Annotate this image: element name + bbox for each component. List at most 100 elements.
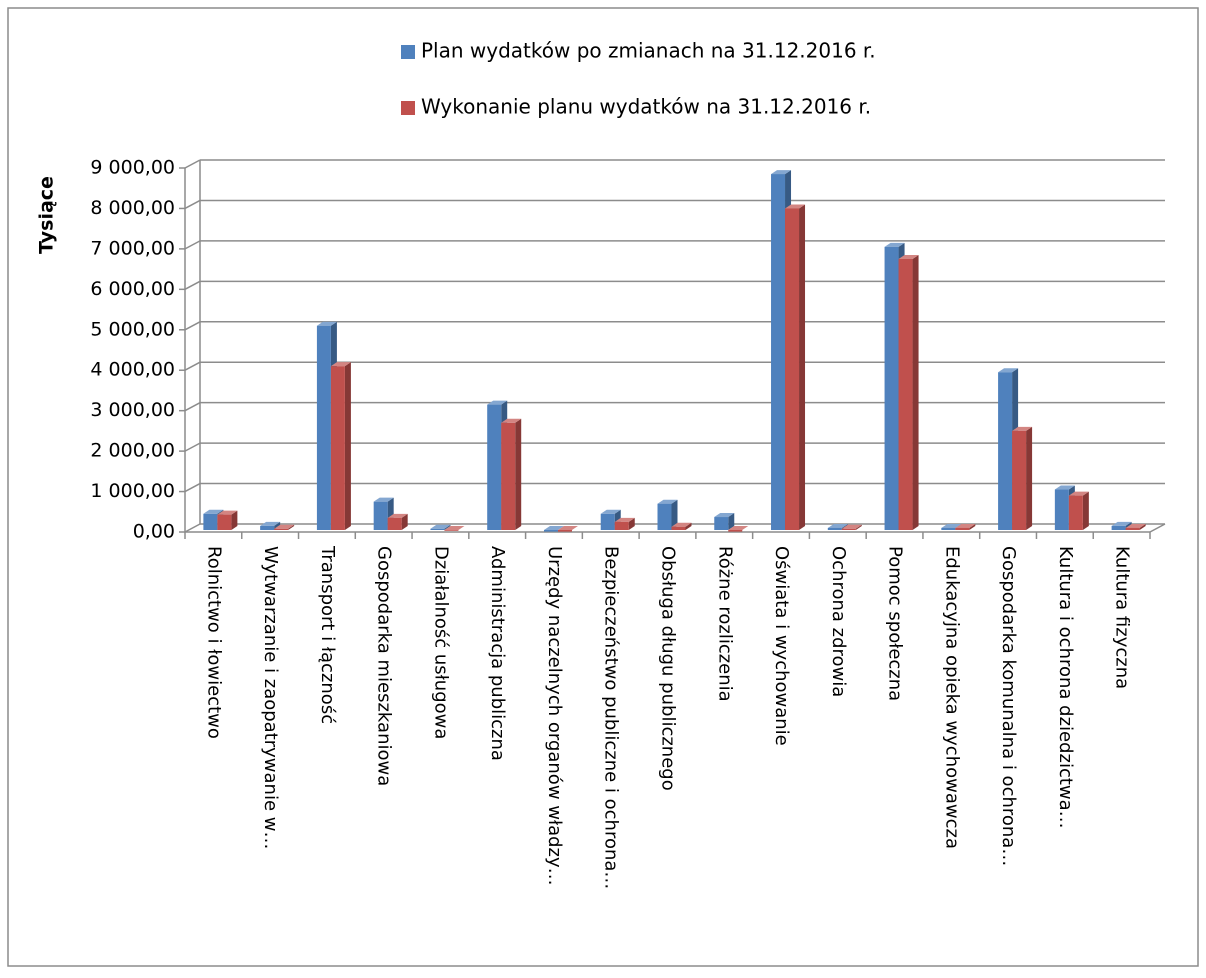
- bar-top: [430, 524, 451, 529]
- bar-side: [969, 523, 976, 530]
- bar-top: [1111, 521, 1132, 526]
- bar: [614, 521, 629, 530]
- grid-line-side: [184, 199, 201, 210]
- bar-top: [941, 523, 962, 528]
- bar-side: [671, 499, 678, 530]
- y-tick-label: 6 000,00: [90, 278, 175, 300]
- bar: [1125, 527, 1140, 530]
- bar-top: [785, 204, 806, 209]
- bar: [487, 404, 502, 530]
- x-tick-label: Oświata i wychowanie: [771, 546, 792, 746]
- bar-top: [557, 526, 578, 530]
- y-tick-label: 1 000,00: [90, 480, 175, 502]
- grid-line-side: [184, 159, 201, 169]
- grid-line-side: [184, 482, 201, 493]
- x-tick-label: Gospodarka komunalna i ochrona…: [998, 546, 1019, 866]
- bar: [785, 208, 800, 530]
- bar-side: [685, 522, 692, 530]
- y-tick-label: 4 000,00: [90, 359, 175, 381]
- bar: [998, 372, 1013, 530]
- y-tick-label: 2 000,00: [90, 440, 175, 462]
- bar-side: [912, 255, 919, 530]
- x-tick-label: Urzędy naczelnych organów władzy…: [544, 546, 565, 886]
- bar-top: [501, 418, 522, 423]
- bar-top: [771, 170, 792, 175]
- bar-side: [444, 524, 451, 530]
- bar-top: [274, 524, 295, 529]
- bar-side: [515, 418, 522, 530]
- bar: [728, 530, 743, 532]
- legend-swatch: [401, 101, 415, 115]
- bar: [827, 527, 842, 530]
- bar: [217, 514, 232, 530]
- bar-top: [657, 499, 678, 504]
- grid-line-side: [184, 240, 201, 250]
- bar: [316, 325, 331, 530]
- x-tick-label: Bezpieczeństwo publiczne i ochrona…: [601, 546, 622, 889]
- y-tick-label: 9 000,00: [90, 157, 175, 179]
- bar: [330, 366, 345, 530]
- y-tick-label: 8 000,00: [90, 197, 175, 219]
- bar-top: [671, 522, 692, 527]
- bar: [501, 422, 516, 530]
- bar: [1068, 495, 1083, 530]
- bar-top: [614, 517, 635, 522]
- bar: [671, 526, 686, 530]
- x-tick-label: Obsługa długu publicznego: [658, 546, 679, 791]
- bar: [1012, 430, 1027, 530]
- bar: [841, 528, 856, 530]
- floor-edge: [1149, 523, 1166, 533]
- bar-top: [600, 509, 621, 514]
- bar: [260, 525, 275, 530]
- x-tick-label: Działalność usługowa: [430, 546, 451, 739]
- bar-top: [330, 362, 351, 367]
- bar-top: [260, 521, 281, 526]
- bar-side: [288, 524, 295, 530]
- bar-top: [217, 510, 238, 515]
- bar-top: [827, 523, 848, 528]
- bar-top: [998, 368, 1019, 373]
- bar: [444, 530, 459, 531]
- bar: [274, 528, 289, 530]
- x-tick-label: Wytwarzanie i zaopatrywanie w…: [260, 546, 281, 850]
- bar: [941, 527, 956, 530]
- bar: [714, 517, 729, 530]
- bar-top: [316, 321, 337, 326]
- bar: [430, 528, 445, 530]
- bar-side: [799, 204, 806, 530]
- y-tick-label: 5 000,00: [90, 318, 175, 340]
- x-tick-label: Ochrona zdrowia: [828, 546, 849, 697]
- bar-side: [1082, 491, 1089, 530]
- bar-side: [231, 510, 238, 530]
- bar: [373, 501, 388, 530]
- bar: [600, 513, 615, 530]
- x-tick-label: Transport i łączność: [317, 545, 338, 724]
- y-tick-label: 0,00: [133, 521, 175, 543]
- bar-top: [543, 526, 564, 530]
- legend-label: Wykonanie planu wydatków na 31.12.2016 r…: [421, 95, 871, 119]
- bar: [884, 246, 899, 530]
- bar-top: [728, 526, 749, 530]
- bar-top: [714, 513, 735, 518]
- x-tick-label: Rolnictwo i łowiectwo: [203, 546, 224, 739]
- x-tick-label: Kultura i ochrona dziedzictwa…: [1055, 546, 1076, 829]
- x-tick-label: Różne rozliczenia: [714, 546, 735, 702]
- bar-top: [898, 255, 919, 259]
- y-tick-label: 3 000,00: [90, 399, 175, 421]
- bar: [543, 530, 558, 532]
- bar-top: [884, 242, 905, 247]
- bar: [657, 503, 672, 530]
- bar-top: [841, 524, 862, 529]
- x-tick-label: Edukacyjna opieka wychowawcza: [941, 546, 962, 849]
- grid-line-side: [184, 280, 201, 290]
- bar-top: [387, 513, 408, 518]
- legend-swatch: [401, 45, 415, 59]
- bar-side: [344, 362, 351, 530]
- bar: [203, 513, 218, 530]
- bar-side: [628, 517, 635, 530]
- grid-line-side: [184, 402, 201, 412]
- y-tick-label: 7 000,00: [90, 237, 175, 259]
- grid-line-side: [184, 361, 201, 371]
- bar-side: [1026, 426, 1033, 530]
- bar: [1054, 489, 1069, 530]
